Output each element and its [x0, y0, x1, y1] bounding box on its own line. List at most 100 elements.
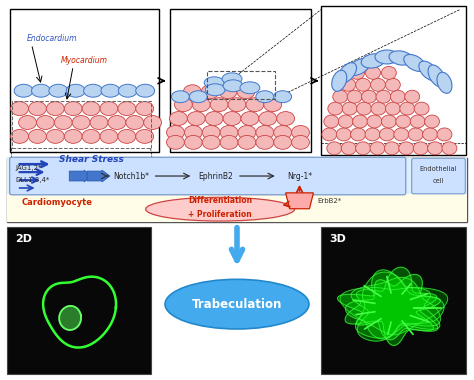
Ellipse shape	[205, 84, 225, 96]
Ellipse shape	[347, 90, 362, 103]
Ellipse shape	[202, 125, 220, 139]
Ellipse shape	[204, 77, 224, 89]
Ellipse shape	[18, 116, 36, 130]
Ellipse shape	[442, 142, 457, 155]
Ellipse shape	[228, 98, 246, 112]
Ellipse shape	[351, 128, 365, 141]
Ellipse shape	[118, 130, 136, 143]
Ellipse shape	[292, 125, 310, 139]
Ellipse shape	[327, 142, 342, 155]
Ellipse shape	[336, 128, 351, 141]
Ellipse shape	[14, 84, 33, 97]
Ellipse shape	[371, 102, 386, 115]
Ellipse shape	[365, 128, 380, 141]
Ellipse shape	[256, 125, 273, 139]
Ellipse shape	[394, 128, 409, 141]
Polygon shape	[346, 270, 440, 339]
Ellipse shape	[399, 142, 414, 155]
Ellipse shape	[437, 128, 452, 141]
Ellipse shape	[437, 72, 452, 93]
Ellipse shape	[55, 116, 72, 130]
FancyArrow shape	[69, 170, 92, 182]
Ellipse shape	[428, 65, 445, 87]
Ellipse shape	[341, 78, 356, 91]
Polygon shape	[356, 272, 444, 338]
Bar	[7, 158, 467, 222]
Text: Cardiomyocyte: Cardiomyocyte	[22, 198, 92, 207]
Ellipse shape	[31, 84, 50, 97]
Ellipse shape	[101, 84, 120, 97]
Ellipse shape	[184, 135, 202, 149]
Ellipse shape	[292, 135, 310, 149]
Ellipse shape	[380, 128, 394, 141]
Ellipse shape	[166, 135, 184, 149]
Text: Notch1b*: Notch1b*	[113, 171, 149, 180]
Ellipse shape	[46, 102, 64, 116]
Ellipse shape	[333, 90, 348, 103]
Ellipse shape	[277, 112, 294, 125]
Bar	[207, 71, 275, 99]
Polygon shape	[59, 306, 81, 330]
Ellipse shape	[264, 98, 282, 112]
Ellipse shape	[205, 112, 223, 125]
Ellipse shape	[256, 91, 273, 103]
Polygon shape	[345, 267, 438, 340]
Ellipse shape	[356, 142, 371, 155]
Ellipse shape	[408, 128, 423, 141]
Ellipse shape	[220, 125, 238, 139]
Ellipse shape	[66, 84, 85, 97]
Ellipse shape	[222, 73, 242, 85]
Text: Differentiation: Differentiation	[188, 196, 252, 205]
Ellipse shape	[376, 90, 391, 103]
Ellipse shape	[192, 98, 210, 112]
Ellipse shape	[201, 85, 219, 99]
Ellipse shape	[210, 98, 228, 112]
FancyBboxPatch shape	[412, 158, 465, 194]
Ellipse shape	[240, 82, 260, 94]
Bar	[321, 227, 466, 374]
Text: 3D: 3D	[329, 234, 346, 244]
Ellipse shape	[382, 115, 396, 128]
Bar	[321, 6, 466, 155]
Ellipse shape	[413, 142, 428, 155]
Ellipse shape	[202, 135, 220, 149]
Ellipse shape	[36, 116, 55, 130]
Ellipse shape	[172, 91, 189, 103]
Ellipse shape	[223, 80, 243, 92]
Text: Shear Stress: Shear Stress	[59, 155, 124, 164]
Polygon shape	[286, 193, 313, 209]
Ellipse shape	[64, 130, 82, 143]
Ellipse shape	[223, 112, 241, 125]
Bar	[12, 101, 151, 148]
Ellipse shape	[28, 102, 46, 116]
Bar	[7, 158, 467, 194]
Ellipse shape	[220, 135, 238, 149]
Ellipse shape	[375, 50, 399, 64]
Ellipse shape	[187, 112, 205, 125]
Ellipse shape	[136, 130, 154, 143]
Text: Endocardium: Endocardium	[27, 34, 77, 43]
Text: + Proliferation: + Proliferation	[188, 210, 252, 219]
Bar	[9, 10, 159, 152]
Text: Nrg-1*: Nrg-1*	[287, 171, 312, 180]
Ellipse shape	[166, 125, 184, 139]
Ellipse shape	[174, 98, 192, 112]
Ellipse shape	[246, 98, 264, 112]
Ellipse shape	[273, 135, 292, 149]
Ellipse shape	[370, 142, 385, 155]
Ellipse shape	[356, 78, 371, 91]
Ellipse shape	[389, 51, 412, 65]
Ellipse shape	[342, 102, 357, 115]
Ellipse shape	[11, 130, 28, 143]
Ellipse shape	[219, 85, 237, 99]
Ellipse shape	[118, 84, 137, 97]
FancyBboxPatch shape	[9, 157, 406, 195]
Ellipse shape	[324, 115, 339, 128]
Ellipse shape	[11, 102, 28, 116]
Ellipse shape	[83, 84, 102, 97]
Ellipse shape	[49, 84, 68, 97]
Ellipse shape	[362, 90, 376, 103]
Ellipse shape	[322, 128, 337, 141]
Ellipse shape	[400, 102, 415, 115]
Polygon shape	[351, 277, 440, 341]
